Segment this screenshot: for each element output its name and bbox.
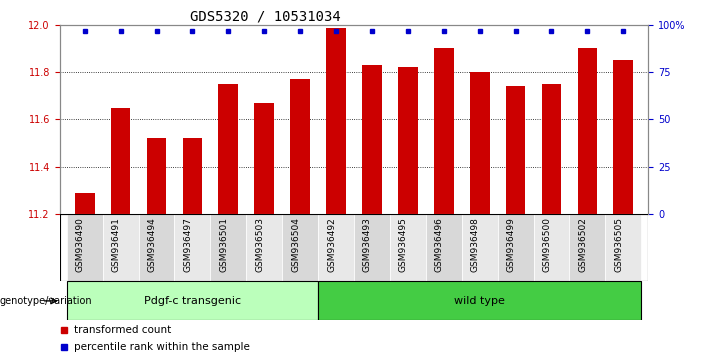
Text: GSM936498: GSM936498 [470,217,479,272]
Text: transformed count: transformed count [74,325,172,335]
Text: GSM936502: GSM936502 [578,217,587,272]
Bar [283,214,318,281]
Bar [67,281,318,320]
Bar [67,214,102,281]
Text: genotype/variation: genotype/variation [0,296,93,306]
Text: GSM936500: GSM936500 [543,217,552,272]
Bar [390,214,426,281]
Text: GSM936496: GSM936496 [435,217,444,272]
Bar [533,214,569,281]
Bar [147,138,166,214]
Bar [354,214,390,281]
Text: GSM936492: GSM936492 [327,217,336,272]
Text: GSM936499: GSM936499 [507,217,515,272]
Bar [362,65,382,214]
Bar [326,28,346,214]
Bar [498,214,533,281]
Title: GDS5320 / 10531034: GDS5320 / 10531034 [190,10,341,24]
Text: GSM936491: GSM936491 [111,217,121,272]
Text: GSM936493: GSM936493 [363,217,372,272]
Bar [175,214,210,281]
Bar [219,84,238,214]
Bar [111,108,130,214]
Bar [318,214,354,281]
Bar [426,214,462,281]
Bar [505,86,526,214]
Bar [246,214,283,281]
Bar [254,103,274,214]
Bar [102,214,139,281]
Bar [182,138,203,214]
Text: GSM936490: GSM936490 [76,217,85,272]
Bar [318,281,641,320]
Text: GSM936494: GSM936494 [147,217,156,272]
Bar [290,79,310,214]
Bar [470,72,489,214]
Bar [613,60,633,214]
Text: GSM936501: GSM936501 [219,217,229,272]
Bar [75,193,95,214]
Text: GSM936497: GSM936497 [184,217,193,272]
Text: Pdgf-c transgenic: Pdgf-c transgenic [144,296,241,306]
Bar [210,214,246,281]
Bar [434,48,454,214]
Text: GSM936504: GSM936504 [291,217,300,272]
Bar [542,84,562,214]
Bar [606,214,641,281]
Text: GSM936495: GSM936495 [399,217,408,272]
Text: percentile rank within the sample: percentile rank within the sample [74,342,250,352]
Text: GSM936503: GSM936503 [255,217,264,272]
Text: wild type: wild type [454,296,505,306]
Text: GSM936505: GSM936505 [614,217,623,272]
Bar [462,214,498,281]
Bar [569,214,606,281]
Bar [578,48,597,214]
Bar [398,67,418,214]
Bar [139,214,175,281]
